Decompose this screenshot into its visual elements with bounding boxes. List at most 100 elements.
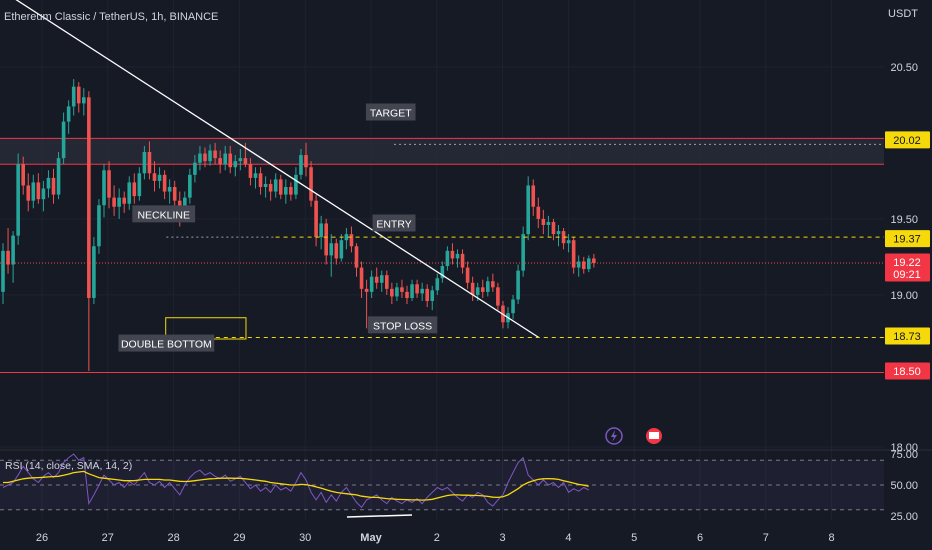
candle-body [374, 276, 379, 283]
x-tick-label: 26 [36, 532, 48, 544]
candle-body [304, 155, 308, 168]
candle-body [526, 185, 530, 235]
candle-body [379, 275, 384, 283]
candle-body [405, 291, 409, 298]
candle-body [132, 182, 137, 197]
candle-body [576, 261, 581, 268]
candle-body [359, 267, 364, 289]
candle-body [354, 246, 359, 268]
candle-body [203, 153, 207, 162]
candle-body [268, 183, 273, 192]
candle-body [400, 287, 404, 292]
price-badge-value: 20.02 [893, 135, 921, 147]
x-tick-label: 4 [565, 532, 571, 544]
candle-body [107, 170, 111, 198]
candle-body [16, 164, 20, 236]
candle-body [465, 267, 470, 283]
x-tick-label: 8 [829, 532, 835, 544]
candle-body [36, 182, 41, 200]
price-badge-value: 19.22 [893, 257, 921, 269]
candle-body [511, 299, 515, 314]
candle-body [82, 97, 86, 104]
candle-body [233, 161, 238, 168]
candle-body [193, 162, 197, 175]
candle-body [6, 250, 10, 265]
x-tick-label: 7 [763, 532, 769, 544]
rsi-line [2, 453, 590, 509]
candle-body [496, 287, 500, 306]
candle-body [188, 174, 192, 198]
currency-label: USDT [888, 8, 918, 20]
candle-body [450, 250, 455, 259]
candle-body [51, 177, 56, 195]
axes: 2627282930May234567820.5020.0019.5019.00… [36, 62, 930, 544]
candle-body [56, 158, 61, 195]
candle-body [152, 173, 157, 181]
candle-body [385, 275, 389, 289]
candle-body [324, 223, 328, 256]
x-tick-label: 6 [697, 532, 703, 544]
candle-body [319, 223, 323, 238]
candle-body [430, 290, 435, 302]
candle-body [339, 240, 344, 259]
candle-body [460, 253, 465, 268]
x-tick-label: 27 [102, 532, 114, 544]
candle-body [455, 253, 460, 259]
rsi-tick-label: 50.00 [890, 480, 918, 492]
price-badge-countdown: 09:21 [893, 269, 921, 281]
candle-body [162, 174, 167, 192]
annotation-label: DOUBLE BOTTOM [121, 339, 212, 351]
candle-body [551, 221, 556, 235]
candle-body [364, 288, 369, 292]
candle-body [581, 261, 586, 270]
flash-icon-ring [605, 427, 623, 445]
annotations-layer: TARGET NECKLINE ENTRY STOP LOSS DOUBLE BOTTO… [15, 0, 884, 445]
candle-body [309, 167, 313, 201]
candle-body [314, 200, 318, 238]
x-tick-label: 29 [233, 532, 245, 544]
candle-body [122, 197, 126, 204]
candle-body [218, 158, 222, 165]
candle-body [420, 288, 424, 294]
candle-body [278, 179, 283, 195]
rsi-panel: 75.00 50.00 25.00 RSI (14, close, SMA, 14, … [0, 449, 932, 523]
rsi-divergence-line [346, 514, 413, 518]
x-tick-label: May [360, 532, 382, 544]
annotation-label: TARGET [370, 108, 412, 120]
resistance-zone [0, 137, 884, 373]
candle-body [440, 266, 445, 279]
candle-body [253, 173, 258, 178]
candle-body [127, 182, 132, 204]
candle-body [102, 170, 106, 206]
symbol-title: Ethereum Classic / TetherUS, 1h, BINANCE [4, 11, 218, 23]
candle-body [546, 221, 551, 225]
price-badge [885, 230, 930, 248]
candle-body [31, 182, 36, 201]
candle-body [587, 258, 591, 270]
candle-body [395, 287, 399, 297]
candle-body [470, 282, 475, 295]
price-badge-value: 18.50 [893, 366, 921, 378]
candle-body [415, 284, 419, 294]
x-tick-label: 30 [299, 532, 311, 544]
candle-body [571, 240, 576, 268]
candle-body [238, 158, 243, 162]
y-tick-label: 18.00 [890, 442, 918, 454]
candle-body [228, 153, 233, 168]
candle-body [1, 250, 5, 292]
candle-body [87, 97, 91, 298]
annotation-box [372, 214, 416, 232]
candle-body [536, 206, 541, 219]
candle-body [167, 186, 172, 192]
candle-body [243, 158, 248, 165]
candle-body [142, 152, 147, 174]
rsi-title: RSI (14, close, SMA, 14, 2) [5, 460, 132, 472]
candle-body [66, 106, 71, 122]
candle-body [71, 86, 76, 107]
candle-body [248, 164, 253, 178]
candle-body [284, 186, 288, 195]
y-tick-label: 19.00 [890, 290, 918, 302]
candle-body [592, 258, 596, 264]
price-badge [885, 131, 930, 149]
